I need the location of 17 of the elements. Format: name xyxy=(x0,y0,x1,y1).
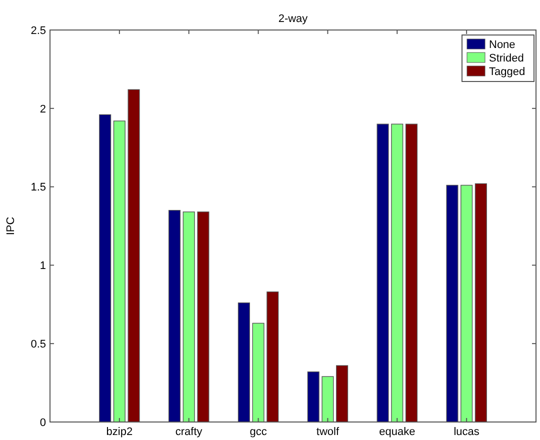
y-tick-label: 0.5 xyxy=(30,338,46,350)
y-tick-label: 2.5 xyxy=(30,24,46,37)
legend-label: None xyxy=(489,38,516,51)
y-tick-label: 1 xyxy=(40,260,46,272)
legend-label: Strided xyxy=(489,52,524,64)
x-tick-label: gcc xyxy=(250,426,268,438)
x-tick-label: twolf xyxy=(316,426,340,438)
x-tick-label: crafty xyxy=(175,426,203,438)
y-axis-title: IPC xyxy=(5,216,17,236)
chart-title: 2-way xyxy=(278,13,308,25)
y-tick-label: 2 xyxy=(40,103,46,116)
legend-label: Tagged xyxy=(489,66,526,78)
y-tick-label: 1.5 xyxy=(30,182,46,194)
x-tick-label: bzip2 xyxy=(106,426,133,438)
x-tick-label: equake xyxy=(379,426,416,438)
x-tick-label: lucas xyxy=(454,426,480,438)
y-tick-label: 0 xyxy=(40,416,46,429)
